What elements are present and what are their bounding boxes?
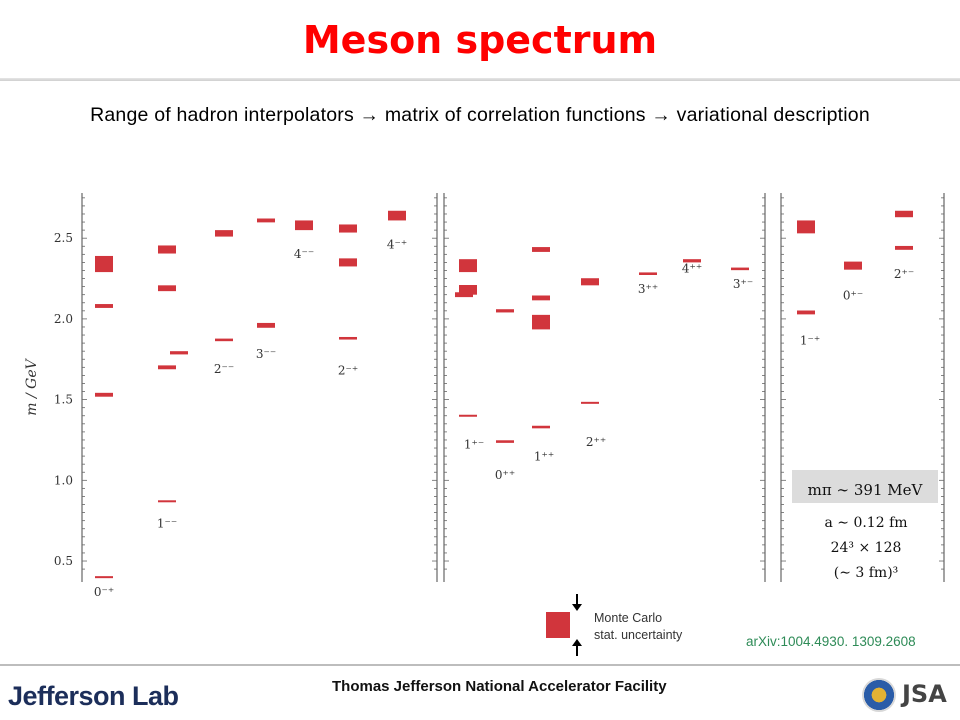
legend-arrowhead-down (572, 604, 582, 611)
state-mass (496, 440, 514, 443)
state-mass (158, 285, 176, 292)
jefferson-lab-logo: Jefferson Lab (8, 681, 179, 711)
state-mass (158, 500, 176, 503)
doe-seal-icon (862, 678, 896, 712)
state-mass (532, 247, 550, 252)
jpc-label: 4⁺⁺ (682, 261, 702, 275)
facility-name: Thomas Jefferson National Accelerator Fa… (332, 678, 667, 695)
state-mass (683, 259, 701, 263)
jpc-label: 3⁺⁻ (733, 277, 753, 291)
state-mass (95, 255, 113, 273)
state-mass (257, 218, 275, 223)
page-subtitle: Range of hadron interpolators → matrix o… (90, 104, 870, 126)
jpc-label: 0⁻⁺ (94, 585, 114, 599)
state-mass (339, 336, 357, 340)
y-tick-label: 1.5 (54, 393, 73, 407)
lattice-parameter: (∼ 3 fm)³ (834, 565, 899, 581)
state-mass (581, 281, 599, 286)
state-mass (532, 314, 550, 330)
state-mass (731, 267, 749, 271)
footer-divider (0, 664, 960, 666)
legend-label-line2: stat. uncertainty (594, 628, 683, 642)
state-mass (496, 309, 514, 313)
state-mass (158, 245, 176, 254)
jpc-label: 2⁺⁺ (586, 435, 606, 449)
state-mass (459, 285, 477, 295)
jpc-label: 3⁻⁻ (256, 347, 276, 361)
jpc-label: 1⁺⁺ (534, 449, 554, 463)
state-mass (532, 295, 550, 301)
jpc-label: 2⁻⁻ (214, 362, 234, 376)
lattice-parameter: a ∼ 0.12 fm (824, 515, 907, 531)
state-mass (844, 261, 862, 270)
state-mass (339, 258, 357, 267)
page-title: Meson spectrum (302, 18, 658, 62)
y-tick-label: 2.5 (54, 231, 73, 245)
jpc-label: 1⁻⁺ (800, 333, 820, 347)
arxiv-reference: arXiv:1004.4930. 1309.2608 (746, 634, 916, 649)
jsa-logo: JSA (902, 680, 947, 708)
state-mass (532, 425, 550, 429)
jpc-label: 1⁻⁻ (157, 516, 177, 530)
state-mass (895, 245, 913, 250)
state-mass (339, 224, 357, 233)
jpc-label: 4⁻⁺ (387, 237, 407, 251)
legend-label-line1: Monte Carlo (594, 611, 663, 625)
state-mass (459, 414, 477, 417)
state-mass (797, 310, 815, 315)
jpc-label: 2⁺⁻ (894, 267, 914, 281)
jpc-label: 3⁺⁺ (638, 282, 658, 296)
state-mass (95, 576, 113, 579)
y-tick-label: 1.0 (54, 473, 73, 487)
state-mass (797, 220, 815, 234)
state-mass (295, 220, 313, 231)
state-mass (215, 230, 233, 237)
state-mass (581, 278, 599, 283)
jpc-label: 2⁻⁺ (338, 364, 358, 378)
legend-uncertainty-swatch (546, 612, 570, 638)
lattice-parameter: 24³ × 128 (831, 540, 902, 556)
y-tick-label: 0.5 (54, 554, 73, 568)
mpi-highlight (792, 470, 938, 503)
jpc-label: 4⁻⁻ (294, 247, 314, 261)
y-axis-label: m / GeV (24, 357, 40, 415)
legend-label: Monte Carlo stat. uncertainty (594, 610, 682, 644)
state-mass (581, 401, 599, 404)
state-mass (170, 351, 188, 355)
state-mass (257, 322, 275, 328)
state-mass (158, 365, 176, 370)
state-mass (95, 392, 113, 397)
state-mass (639, 272, 657, 275)
lattice-parameter: mπ ∼ 391 MeV (808, 481, 924, 499)
jpc-label: 0⁺⁻ (843, 289, 863, 303)
jpc-label: 0⁺⁺ (495, 468, 515, 482)
state-mass (388, 210, 406, 221)
jpc-label: 1⁺⁻ (464, 438, 484, 452)
state-mass (95, 304, 113, 308)
title-divider (0, 78, 960, 81)
legend-arrowhead-up (572, 639, 582, 646)
state-mass (215, 338, 233, 342)
state-mass (459, 259, 477, 273)
state-mass (895, 210, 913, 218)
y-tick-label: 2.0 (54, 312, 73, 326)
